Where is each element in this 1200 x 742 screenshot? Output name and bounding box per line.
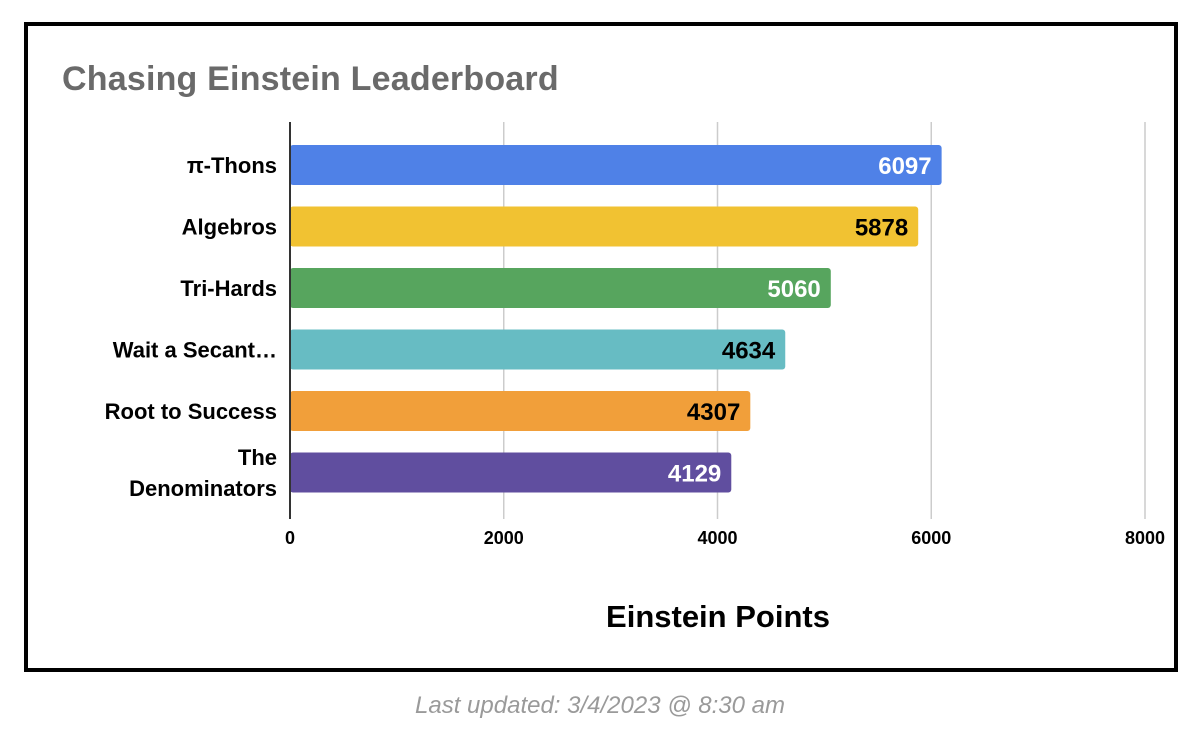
x-tick-label: 4000 — [697, 528, 737, 548]
data-label: 5878 — [855, 215, 908, 242]
bar — [290, 206, 919, 247]
bar — [290, 145, 942, 185]
data-label: 4634 — [722, 338, 776, 365]
x-tick-label: 6000 — [911, 528, 951, 548]
bar — [290, 268, 831, 308]
last-updated-text: Last updated: 3/4/2023 @ 8:30 am — [415, 692, 785, 719]
data-label: 4129 — [668, 461, 721, 488]
category-label: Tri-Hards — [180, 276, 277, 301]
chart-title: Chasing Einstein Leaderboard — [62, 60, 559, 98]
data-label: 6097 — [878, 153, 931, 180]
category-label: π-Thons — [187, 153, 277, 178]
category-label: Denominators — [129, 476, 277, 501]
category-label: Root to Success — [105, 399, 277, 424]
x-tick-label: 0 — [285, 528, 295, 548]
category-label: Wait a Secant… — [113, 338, 277, 363]
bar — [290, 391, 751, 431]
x-axis-title: Einstein Points — [606, 599, 830, 634]
category-label: Algebros — [182, 215, 277, 240]
x-tick-label: 2000 — [484, 528, 524, 548]
data-label: 4307 — [687, 399, 740, 426]
data-label: 5060 — [767, 276, 820, 303]
bar — [290, 329, 786, 370]
x-tick-label: 8000 — [1125, 528, 1165, 548]
bar — [290, 452, 732, 493]
category-label: The — [238, 445, 277, 470]
